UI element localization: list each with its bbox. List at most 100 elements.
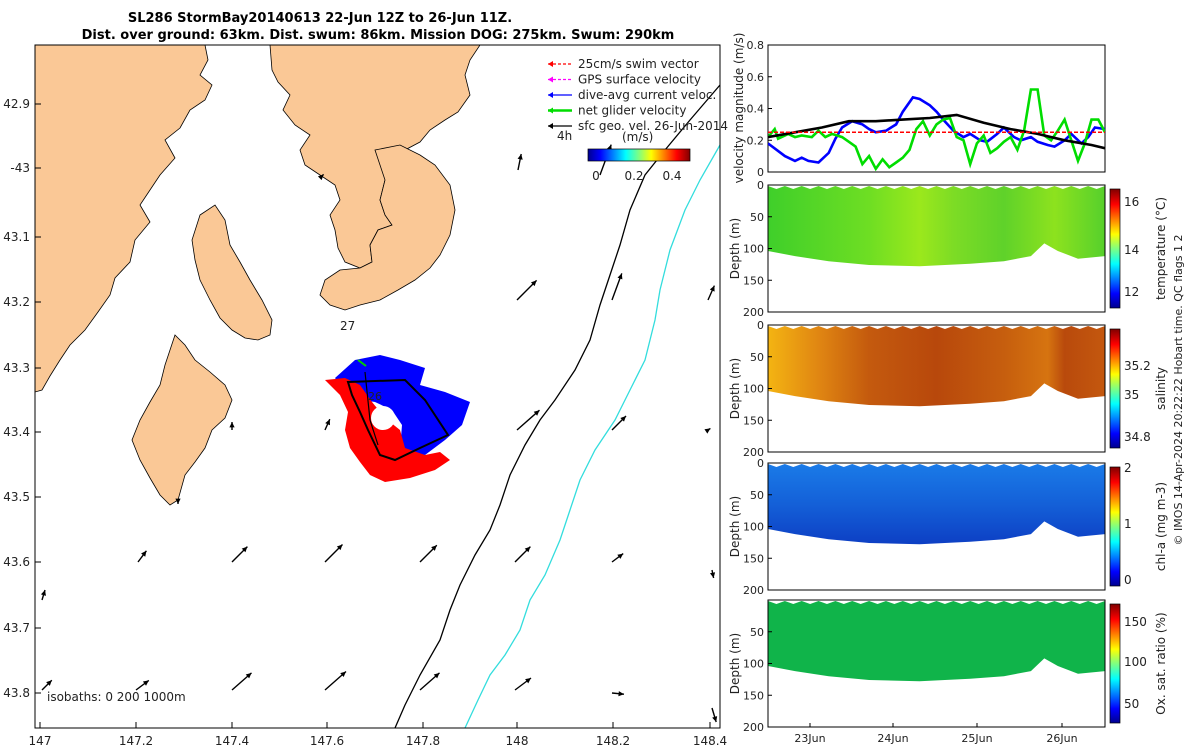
salinity-ytick-4: 200 [743,446,764,459]
geo-arrowhead-4 [431,545,437,551]
geo-arrowhead-1 [141,550,147,557]
temperature-field [768,186,1105,267]
legend-arrowhead-1 [548,76,553,83]
velocity-panel: 0 0.2 0.4 0.6 0.8 velocity magnitude (m/s) [732,33,1106,183]
chla-ytick-0: 0 [757,457,764,470]
vel-ytick-3: 0.6 [747,71,765,84]
chla-cbar-tick-0: 0 [1124,573,1132,587]
oxsat-field [768,601,1105,682]
geo-arrowhead-21 [704,428,711,434]
temperature-cbar-label: temperature (°C) [1154,197,1168,300]
oxsat-cbar-label: Ox. sat. ratio (%) [1154,612,1168,714]
heatmap-chla: 0 50 100 150 200 Depth (m) 0 1 2 chl-a (mg m-3) [728,457,1168,597]
dive-avg-current-area [335,355,470,455]
lat-tick-5: 43.4 [3,425,30,439]
geo-arrowhead-22 [229,422,235,428]
isobath-200m [394,84,721,729]
land-peninsula [191,204,273,341]
temperature-cbar-tick-1: 14 [1124,243,1139,257]
oxsat-colorbar [1109,603,1121,724]
date-tick-0: 23Jun [794,732,825,745]
glider-track [325,355,470,482]
salinity-cbar-tick-1: 35 [1124,388,1139,402]
salinity-ylabel: Depth (m) [728,358,742,419]
geo-arrowhead-13 [525,678,531,684]
temperature-ytick-1: 50 [750,211,764,224]
temperature-ytick-0: 0 [757,179,764,192]
lon-tick-6: 148.2 [596,734,630,748]
temperature-ylabel: Depth (m) [728,218,742,279]
map-panel: 27 26 4h isobaths: 0 200 1000m 25cm/s sw… [3,44,728,748]
map-frame [34,44,721,729]
geo-arrowhead-14 [618,691,624,697]
geo-arrowhead-20 [620,416,626,422]
chla-field [768,464,1105,545]
map-legend: 25cm/s swim vector GPS surface velocitydi… [548,57,728,133]
geo-arrowhead-18 [709,285,715,292]
chla-colorbar [1109,466,1121,587]
geo-arrowhead-26 [317,174,324,181]
heatmap-temperature: 0 50 100 150 200 Depth (m) 12 14 16 temperature (… [728,179,1168,319]
lon-tick-3: 147.6 [310,734,344,748]
geo-arrowhead-27 [175,498,181,504]
salinity-cbar-tick-0: 34.8 [1124,430,1151,444]
geo-arrowhead-12 [433,672,440,679]
lon-tick-0: 147 [29,734,52,748]
temperature-cbar-tick-0: 12 [1124,285,1139,299]
geo-arrowhead-8 [46,680,52,686]
salinity-ytick-2: 100 [743,383,764,396]
oxsat-ytick-1: 100 [743,658,764,671]
lat-tick-0: 42.9 [3,97,30,111]
label-4h: 4h [557,129,572,143]
geo-arrowhead-16 [530,280,537,287]
date-tick-3: 26Jun [1046,732,1077,745]
lon-tick-2: 147.4 [215,734,249,748]
geo-arrowhead-15 [712,716,718,722]
land-west [35,45,213,393]
velocity-series-1 [768,88,1105,172]
speed-colorbar [587,148,691,162]
legend-arrowhead-3 [548,107,553,114]
velocity-series-2 [768,113,1105,150]
geo-arrowhead-3 [336,544,343,551]
imos-credit: © IMOS 14-Apr-2024 20:22:22 Hobart time.… [1172,235,1185,546]
chla-ytick-1: 50 [750,489,764,502]
salinity-cbar-tick-2: 35.2 [1124,359,1151,373]
colorbar-title: (m/s) [622,130,653,144]
lat-tick-2: 43.1 [3,230,30,244]
isobath-1000m [464,144,721,729]
coastline-land [35,45,481,506]
glider-net-path [346,378,450,462]
geo-arrowhead-9 [142,680,149,686]
heatmap-oxsat: 50 100 150 200 Depth (m) 50 100 150 Ox. sat. rat… [728,599,1168,745]
salinity-field [768,326,1105,407]
legend-label-3: net glider velocity [578,104,686,118]
isobaths-label: isobaths: 0 200 1000m [47,690,186,704]
oxsat-ylabel: Depth (m) [728,633,742,694]
oxsat-cbar-tick-0: 50 [1124,697,1139,711]
geo-arrowhead-10 [245,672,252,679]
net-velocity-tick [357,359,367,367]
lat-tick-7: 43.6 [3,555,30,569]
geo-arrowhead-19 [533,410,540,416]
legend-label-4: sfc geo. vel. 26-Jun-2014 [578,119,728,133]
colorbar-tick-2: 0.4 [662,169,681,183]
latitude-ticks: 42.9 -43 43.1 43.2 43.3 43.4 43.5 43.6 43.7 43.8 [3,97,41,700]
temperature-ytick-2: 100 [743,243,764,256]
date-tick-2: 25Jun [961,732,992,745]
chla-cbar-label: chl-a (mg m-3) [1154,482,1168,571]
chla-cbar-tick-1: 1 [1124,517,1132,531]
vel-ytick-1: 0.2 [747,134,765,147]
chla-cbar-tick-2: 2 [1124,461,1132,475]
temperature-cbar-tick-2: 16 [1124,195,1139,209]
lat-tick-4: 43.3 [3,361,30,375]
geo-arrowhead-25 [517,154,523,160]
title-line-1: SL286 StormBay20140613 22-Jun 12Z to 26-… [128,11,512,26]
oxsat-cbar-tick-1: 100 [1124,655,1147,669]
chla-ytick-2: 100 [743,521,764,534]
geo-arrowhead-11 [340,671,346,678]
chla-ytick-3: 150 [743,552,764,565]
glider-inner-path [364,371,379,446]
